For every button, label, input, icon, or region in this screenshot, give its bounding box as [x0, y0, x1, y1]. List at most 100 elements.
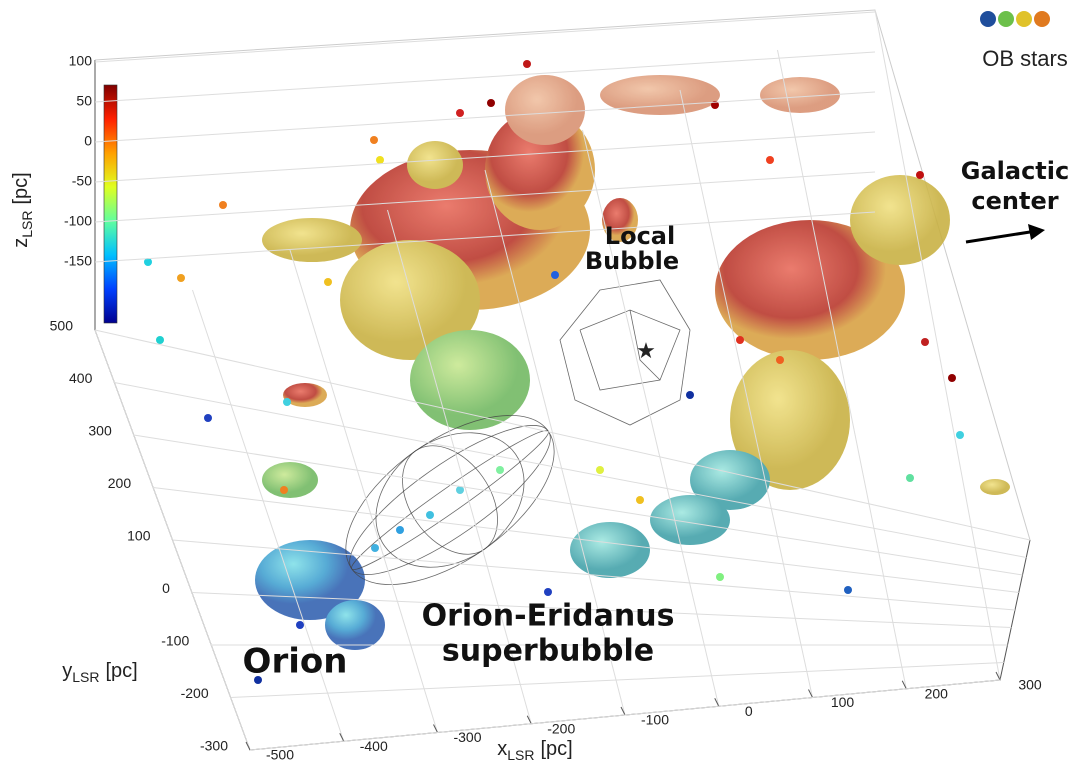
grid-line	[484, 169, 626, 716]
tick-mark	[714, 698, 720, 707]
grid-line	[874, 9, 1001, 681]
axis-label-part: x	[497, 738, 507, 760]
ylabel-axis-label: yLSR [pc]	[62, 660, 137, 684]
grid-line	[387, 209, 532, 724]
grid-line	[192, 289, 345, 742]
legend-swatch	[1016, 11, 1032, 27]
legend-swatch	[1034, 11, 1050, 27]
axis-label-part: z	[10, 238, 32, 248]
annotation: Orion-Eridanus	[422, 599, 675, 634]
isosurface-blob	[570, 522, 650, 578]
isosurface-blob	[262, 218, 362, 262]
local-bubble-wireframe	[579, 309, 681, 391]
isosurfaces	[255, 75, 1010, 650]
y-tick-label: 400	[69, 370, 93, 386]
grid-line	[94, 171, 876, 223]
annotation: Galactic	[961, 157, 1069, 185]
grid-line	[94, 131, 876, 183]
z-tick-label: 50	[76, 93, 92, 109]
legend-swatch	[980, 11, 996, 27]
y-tick-label: -300	[200, 738, 228, 754]
tick-mark	[526, 715, 532, 724]
legend-label: OB stars	[982, 46, 1068, 71]
isosurface-blob	[760, 77, 840, 113]
axis-label-part: y	[62, 660, 72, 682]
annotation: superbubble	[442, 634, 654, 669]
z-tick-label: 0	[84, 133, 92, 149]
grid-line	[230, 662, 1004, 698]
isosurface-blob	[690, 450, 770, 510]
grid-line	[191, 592, 1012, 628]
x-tick-label: 0	[745, 703, 753, 719]
isosurface-blob	[262, 462, 318, 498]
grid-line	[133, 434, 1023, 576]
local-bubble-wireframe	[629, 309, 661, 381]
superbubble-wireframe	[351, 430, 549, 570]
isosurface-blob	[325, 600, 385, 650]
x-tick-label: -200	[547, 720, 575, 736]
arrow	[965, 224, 1045, 244]
x-tick-label: 200	[925, 685, 949, 701]
axis-label-part: [pc]	[10, 172, 32, 204]
local-bubble-wireframe	[559, 279, 691, 426]
x-tick-label: -300	[453, 729, 481, 745]
annotation: Orion	[243, 642, 348, 682]
axis-label-part: [pc]	[540, 738, 572, 760]
grid-line	[172, 539, 1016, 611]
y-tick-label: 300	[88, 423, 112, 439]
tick-mark	[808, 689, 813, 698]
tick-mark	[620, 706, 626, 716]
z-tick-label: 100	[69, 53, 93, 69]
ticks: -500-400-300-200-1000100200300-300-200-1…	[10, 9, 1042, 763]
isosurface-blob	[715, 220, 905, 360]
z-tick-label: -100	[64, 213, 92, 229]
grid-line	[114, 382, 1027, 558]
annotation: center	[971, 187, 1058, 215]
ob-stars	[144, 60, 964, 684]
x-tick-label: -400	[360, 738, 388, 754]
y-tick-label: -200	[181, 685, 209, 701]
tick-mark	[995, 671, 1001, 681]
tick-mark	[245, 741, 251, 751]
z-tick-label: -50	[72, 173, 92, 189]
xlabel-axis-label: xLSR [pc]	[497, 738, 572, 762]
axis-label-part: LSR	[19, 211, 35, 238]
isosurface-blob	[283, 383, 327, 407]
isosurface-blob	[600, 75, 720, 115]
isosurface-blob	[980, 479, 1010, 495]
grid-line	[94, 211, 876, 263]
grid-line	[777, 49, 907, 689]
grid-line	[582, 129, 720, 707]
colorbar	[103, 84, 118, 324]
isosurface-blob	[602, 198, 638, 242]
superbubble-wireframe	[402, 445, 498, 555]
grid-line	[94, 91, 876, 143]
grid-line	[153, 487, 1019, 593]
grid-line	[94, 51, 876, 103]
y-tick-label: 0	[162, 580, 170, 596]
x-tick-label: -500	[266, 747, 294, 763]
x-tick-label: -100	[641, 712, 669, 728]
y-tick-label: 500	[50, 318, 74, 334]
x-tick-label: 300	[1018, 677, 1042, 693]
axis-label-part: LSR	[507, 747, 534, 763]
tick-mark	[901, 680, 907, 689]
grid-line	[94, 11, 876, 63]
isosurface-blob	[505, 75, 585, 145]
annotation: Local	[605, 222, 675, 250]
isosurface-blob	[485, 110, 595, 230]
x-tick-label: 100	[831, 694, 855, 710]
isosurface-blob	[410, 330, 530, 430]
zlabel-axis-label: zLSR [pc]	[10, 172, 34, 247]
tick-mark	[339, 733, 345, 742]
grid-line	[249, 679, 1001, 751]
y-tick-label: -100	[161, 633, 189, 649]
isosurface-blob	[407, 141, 463, 189]
axis-label-part: LSR	[72, 669, 99, 685]
tick-mark	[433, 724, 438, 733]
annotation: Bubble	[585, 247, 679, 275]
y-tick-label: 200	[108, 475, 132, 491]
axis-label-part: [pc]	[105, 660, 137, 682]
sun-marker: ★	[636, 338, 656, 363]
